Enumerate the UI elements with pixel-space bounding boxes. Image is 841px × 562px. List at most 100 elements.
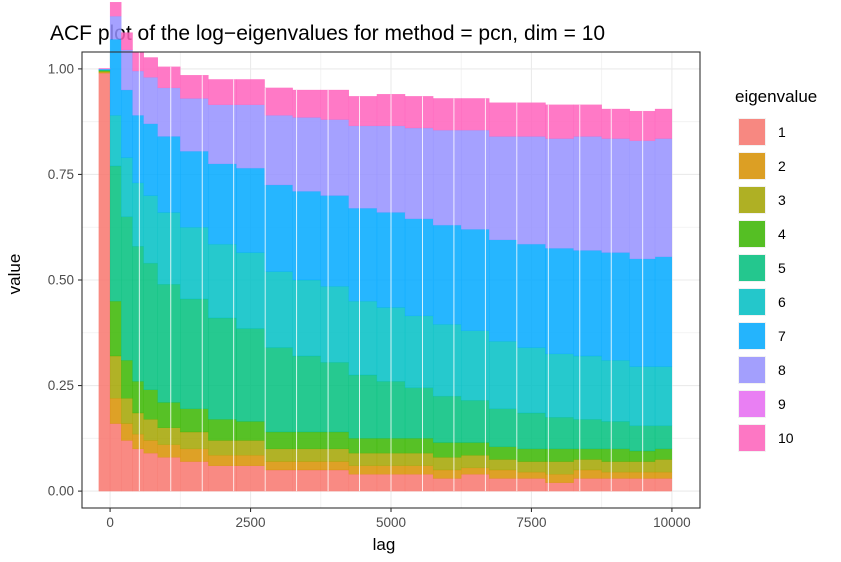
bar-series-7 [545,248,574,355]
bar-series-7 [236,167,265,253]
bar-series-3 [157,427,181,445]
bar-series-7 [601,252,630,361]
bar-series-10 [517,102,546,137]
bar-series-2 [180,448,209,462]
bar-series-1 [545,482,574,492]
bar-series-3 [489,459,518,471]
legend-label-6: 6 [778,294,786,310]
bar-series-6 [404,315,434,388]
legend-label-8: 8 [778,362,786,378]
bar-series-2 [517,471,546,479]
bar-series-3 [517,461,546,473]
bar-series-8 [132,70,144,116]
bar-series-3 [264,448,293,462]
y-tick-label: 0.00 [48,484,74,499]
bar-series-8 [236,104,265,169]
bar-series-1 [404,474,434,492]
bar-series-4 [121,360,133,399]
legend-label-5: 5 [778,260,786,276]
bar-series-4 [601,448,630,462]
bar-series-1 [264,469,293,492]
bar-series-4 [157,402,181,428]
legend-swatch-4 [739,221,765,247]
bar-series-8 [601,138,630,253]
bar-series-8 [404,127,434,219]
bar-series-10 [461,98,490,131]
bar-series-6 [601,360,630,422]
bar-series-1 [432,478,462,492]
legend-title: eigenvalue [735,87,817,106]
bar-series-4 [654,448,673,460]
chart-title: ACF plot of the log−eigenvalues for meth… [50,22,605,45]
bar-series-6 [264,271,293,348]
bar-series-6 [292,279,321,357]
bar-series-3 [573,459,602,471]
bar-series-8 [517,136,546,245]
bar-series-2 [545,474,574,483]
bar-series-3 [654,459,673,473]
legend-swatch-3 [739,187,765,213]
bar-series-7 [432,224,462,325]
x-axis: 0 2500 5000 7500 10000 [106,508,691,530]
bar-series-2 [208,455,237,466]
bar-series-3 [601,461,630,473]
bar-series-2 [489,469,518,479]
bar-series-7 [348,208,378,302]
bar-series-8 [157,87,181,137]
bar-series-2 [404,465,434,475]
y-tick-label: 0.75 [48,167,74,182]
bar-series-6 [320,286,350,363]
x-tick-label: 5000 [376,515,406,530]
bar-series-1 [180,461,209,492]
bar-series-5 [292,355,321,433]
bar-series-6 [109,115,122,167]
bar-series-8 [109,15,122,40]
bar-series-5 [404,387,434,439]
bar-series-6 [132,182,144,247]
bar-series-10 [157,66,181,89]
bar-series-7 [180,151,209,228]
bar-series-2 [348,465,378,475]
bar-series-10 [292,89,321,118]
legend-label-9: 9 [778,396,786,412]
bar-series-1 [98,72,111,492]
bar-series-7 [404,218,434,317]
bar-series-5 [208,317,237,420]
bar-series-8 [121,49,133,91]
bar-series-10 [601,108,630,139]
bar-series-4 [208,419,237,441]
bar-series-1 [517,478,546,492]
bar-series-7 [461,229,490,331]
x-tick-label: 7500 [516,515,546,530]
series-2 [98,72,673,483]
bar-series-1 [157,457,181,492]
x-tick-label: 2500 [236,515,266,530]
bar-series-8 [264,115,293,186]
bar-series-7 [143,123,158,196]
bar-series-6 [461,330,490,401]
bar-series-10 [489,102,518,137]
bar-series-10 [432,98,462,131]
bar-series-3 [404,452,434,466]
bar-series-2 [320,461,350,471]
legend-label-10: 10 [778,430,794,446]
bar-series-8 [348,125,378,209]
bar-series-8 [573,136,602,251]
bar-series-10 [121,32,133,51]
bar-series-4 [573,448,602,460]
bar-series-2 [654,471,673,479]
bar-series-6 [573,355,602,420]
bar-series-3 [132,412,144,435]
bar-series-6 [517,347,546,414]
bar-series-3 [109,355,122,399]
bar-series-3 [545,461,574,475]
bar-series-7 [292,191,321,281]
bar-series-7 [517,243,546,348]
bar-series-10 [180,75,209,99]
bar-series-8 [461,129,490,230]
series-6 [98,69,673,426]
bar-series-4 [404,438,434,454]
bar-series-1 [320,469,350,492]
bar-series-5 [545,417,574,450]
